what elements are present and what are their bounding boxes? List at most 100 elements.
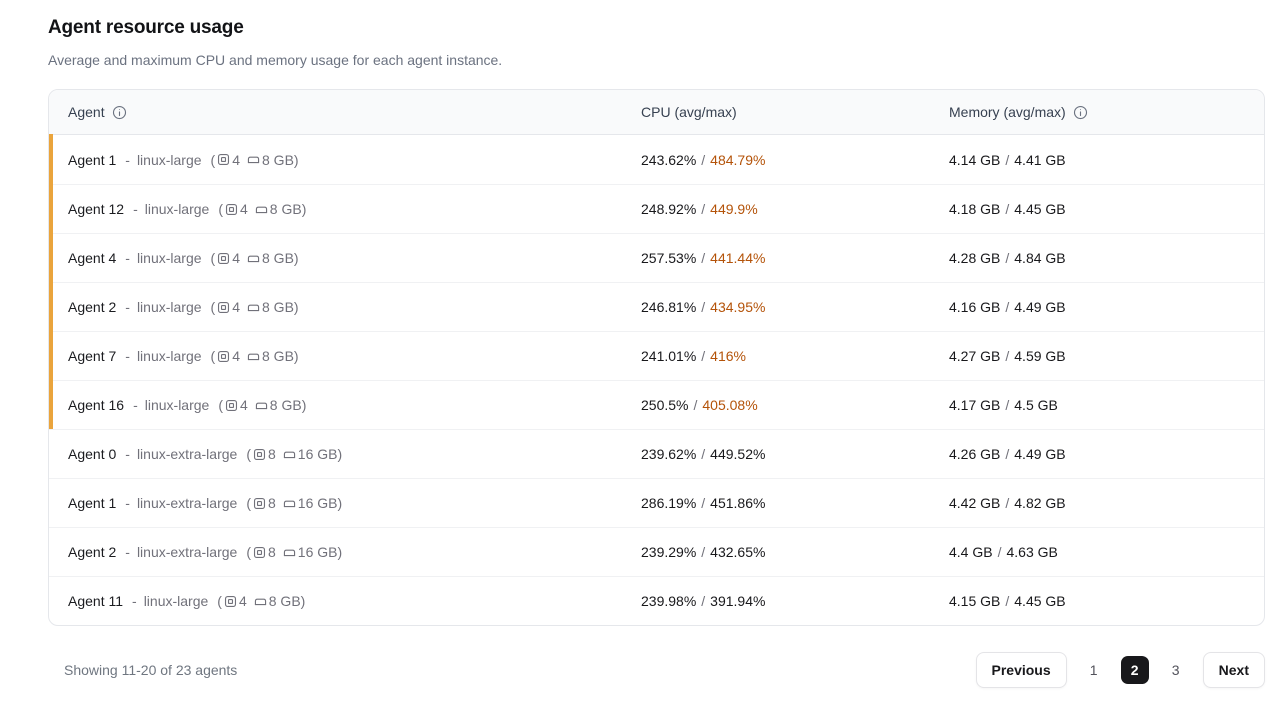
agent-cell: Agent 1 - linux-extra-large ( 8	[68, 479, 641, 527]
cpu-cell: 250.5% / 405.08%	[641, 397, 758, 413]
memory-cell: 4.26 GB / 4.49 GB	[949, 446, 1066, 462]
instance-type: linux-extra-large	[136, 544, 238, 560]
instance-specs: ( 4	[218, 201, 307, 217]
cpu-chip-icon	[216, 349, 231, 364]
cpu-chip-icon	[216, 152, 231, 167]
instance-type: linux-extra-large	[136, 495, 238, 511]
agent-cell: Agent 12 - linux-large ( 4	[68, 185, 641, 233]
cpu-count: 4	[240, 201, 248, 217]
cpu-count: 4	[232, 151, 240, 168]
cpu-max-value: 449.52%	[710, 446, 766, 462]
cpu-avg-value: 286.19%	[641, 495, 697, 511]
previous-button[interactable]: Previous	[975, 652, 1067, 688]
memory-icon	[254, 398, 269, 413]
memory-max-value: 4.82 GB	[1014, 495, 1066, 511]
cpu-chip-icon	[224, 202, 239, 217]
memory-avg-value: 4.42 GB	[949, 495, 1001, 511]
instance-type: linux-large	[136, 151, 202, 168]
agent-instance-info: - linux-large ( 4	[125, 348, 299, 364]
agent-instance-info: - linux-large ( 4	[125, 151, 299, 168]
memory-avg-value: 4.17 GB	[949, 397, 1001, 413]
cpu-chip-icon	[223, 594, 238, 609]
instance-specs: ( 4	[210, 299, 299, 315]
cpu-chip-icon	[252, 545, 267, 560]
table-row: Agent 16 - linux-large ( 4	[49, 380, 1264, 429]
cpu-count: 4	[240, 397, 248, 413]
cpu-avg-value: 239.29%	[641, 544, 697, 560]
memory-cell: 4.15 GB / 4.45 GB	[949, 593, 1066, 609]
agent-name: Agent 0	[68, 446, 117, 462]
memory-cell: 4.4 GB / 4.63 GB	[949, 544, 1058, 560]
agent-name: Agent 2	[68, 544, 117, 560]
agent-name: Agent 4	[68, 250, 117, 266]
ram-size: 16 GB	[297, 544, 338, 560]
cpu-avg-value: 239.62%	[641, 446, 697, 462]
agent-name: Agent 16	[68, 397, 125, 413]
next-button[interactable]: Next	[1202, 652, 1265, 688]
column-header-agent: Agent	[68, 90, 641, 134]
agent-instance-info: - linux-large ( 4	[125, 250, 299, 266]
cpu-max-value: 451.86%	[710, 495, 766, 511]
memory-icon	[253, 594, 268, 609]
cpu-count: 4	[238, 593, 247, 609]
agent-instance-info: - linux-extra-large ( 8	[125, 495, 343, 511]
table-header-row: Agent CPU (avg/max) Memory (avg/max)	[49, 90, 1264, 135]
info-icon[interactable]	[112, 105, 127, 120]
cpu-chip-icon	[252, 447, 267, 462]
page-2-button[interactable]: 2	[1120, 656, 1149, 684]
page-3-button[interactable]: 3	[1162, 656, 1190, 684]
cpu-avg-value: 257.53%	[641, 250, 697, 266]
agent-cell: Agent 1 - linux-large ( 4	[68, 135, 641, 184]
instance-type: linux-large	[143, 593, 209, 609]
memory-avg-value: 4.28 GB	[949, 250, 1001, 266]
cpu-count: 4	[232, 299, 240, 315]
memory-cell: 4.42 GB / 4.82 GB	[949, 495, 1066, 511]
instance-specs: ( 8	[246, 544, 343, 560]
agent-cell: Agent 2 - linux-extra-large ( 8	[68, 528, 641, 576]
table-row: Agent 1 - linux-extra-large ( 8	[49, 478, 1264, 527]
cpu-cell: 241.01% / 416%	[641, 348, 746, 364]
table-row: Agent 0 - linux-extra-large ( 8	[49, 429, 1264, 478]
memory-max-value: 4.63 GB	[1006, 544, 1058, 560]
table-row: Agent 11 - linux-large ( 4	[49, 576, 1264, 625]
memory-avg-value: 4.27 GB	[949, 348, 1001, 364]
instance-type: linux-extra-large	[136, 446, 238, 462]
cpu-max-value: 391.94%	[710, 593, 766, 609]
cpu-cell: 239.98% / 391.94%	[641, 593, 766, 609]
memory-max-value: 4.5 GB	[1014, 397, 1058, 413]
cpu-chip-icon	[216, 251, 231, 266]
page-1-button[interactable]: 1	[1080, 656, 1108, 684]
column-header-cpu-label: CPU (avg/max)	[641, 104, 737, 120]
memory-icon	[246, 300, 261, 315]
memory-max-value: 4.84 GB	[1014, 250, 1066, 266]
info-icon[interactable]	[1073, 105, 1088, 120]
memory-avg-value: 4.26 GB	[949, 446, 1001, 462]
agent-name: Agent 1	[68, 151, 117, 168]
cpu-max-value: 449.9%	[710, 201, 758, 217]
agents-table: Agent CPU (avg/max) Memory (avg/max)	[48, 89, 1265, 626]
ram-size: 8 GB	[262, 250, 294, 266]
instance-specs: ( 8	[246, 446, 343, 462]
memory-max-value: 4.41 GB	[1014, 151, 1066, 168]
agent-cell: Agent 0 - linux-extra-large ( 8	[68, 430, 641, 478]
agent-cell: Agent 4 - linux-large ( 4	[68, 234, 641, 282]
table-row: Agent 1 - linux-large ( 4	[49, 134, 1264, 184]
cpu-count: 8	[267, 495, 276, 511]
column-header-cpu: CPU (avg/max)	[641, 90, 949, 134]
agent-name: Agent 1	[68, 495, 117, 511]
memory-icon	[246, 251, 261, 266]
cpu-count: 8	[267, 446, 276, 462]
table-row: Agent 7 - linux-large ( 4	[49, 331, 1264, 380]
memory-avg-value: 4.18 GB	[949, 201, 1001, 217]
agent-instance-info: - linux-large ( 4	[133, 201, 307, 217]
cpu-avg-value: 250.5%	[641, 397, 689, 413]
ram-size: 8 GB	[269, 201, 302, 217]
memory-cell: 4.18 GB / 4.45 GB	[949, 201, 1066, 217]
instance-type: linux-large	[136, 250, 202, 266]
cpu-cell: 257.53% / 441.44%	[641, 250, 766, 266]
page-subtitle: Average and maximum CPU and memory usage…	[48, 52, 503, 68]
table-body: Agent 1 - linux-large ( 4	[49, 134, 1264, 625]
instance-type: linux-large	[136, 299, 202, 315]
memory-cell: 4.14 GB / 4.41 GB	[949, 151, 1066, 168]
